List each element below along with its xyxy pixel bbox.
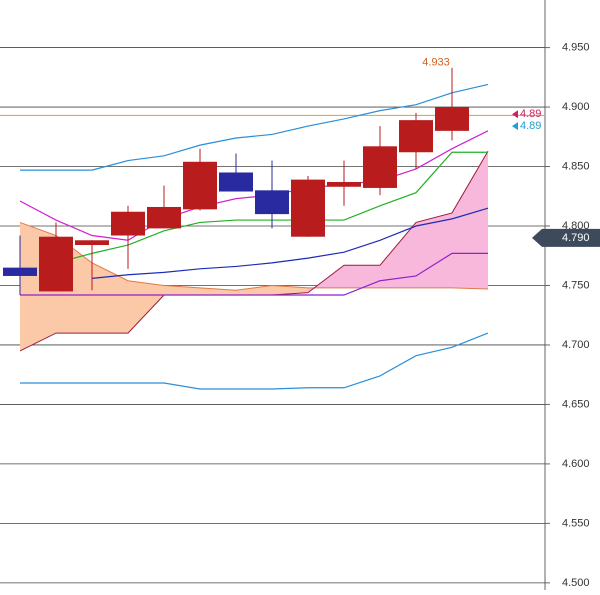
candle-body	[291, 179, 325, 237]
indicator-line	[91, 207, 489, 279]
price-marker-label: 4.790	[562, 232, 590, 244]
y-tick-label: 4.750	[562, 279, 590, 291]
y-tick-label: 4.600	[562, 458, 590, 470]
candle-body	[39, 236, 73, 292]
y-tick-label: 4.900	[562, 101, 590, 113]
indicator-line	[20, 332, 489, 390]
cloud-fill	[128, 280, 164, 334]
y-tick-label: 4.950	[562, 41, 590, 53]
y-tick-label: 4.500	[562, 577, 590, 589]
side-label: 4.89	[520, 120, 541, 132]
indicator-line	[20, 252, 488, 296]
cloud-fill	[92, 262, 128, 334]
candle-body	[363, 146, 397, 188]
cloud-fill	[272, 285, 308, 295]
cloud-span-a	[19, 221, 489, 291]
candle-body	[147, 206, 181, 229]
candle-body	[75, 240, 109, 246]
high-label: 4.933	[422, 57, 450, 69]
side-label-arrow	[512, 110, 518, 119]
indicator-line	[20, 83, 489, 171]
candle-body	[3, 267, 37, 276]
cloud-fill	[452, 151, 488, 290]
price-marker	[532, 228, 600, 247]
candle-body	[327, 181, 361, 187]
candle-body	[183, 161, 217, 210]
candle-body	[399, 120, 433, 153]
candle-body	[255, 190, 289, 215]
candle-body	[111, 211, 145, 236]
cloud-fill	[164, 285, 200, 295]
side-label-arrow	[512, 122, 518, 131]
cloud-fill	[416, 212, 452, 288]
cloud-fill	[236, 285, 272, 295]
y-tick-label: 4.700	[562, 339, 590, 351]
y-tick-label: 4.550	[562, 517, 590, 529]
candle-body	[219, 172, 253, 192]
y-tick-label: 4.850	[562, 160, 590, 172]
cloud-fill	[344, 265, 380, 288]
cloud-fill	[380, 222, 416, 288]
candle-body	[435, 107, 469, 131]
y-tick-label: 4.650	[562, 398, 590, 410]
side-label: 4.89	[520, 108, 541, 120]
indicator-line	[19, 130, 489, 241]
